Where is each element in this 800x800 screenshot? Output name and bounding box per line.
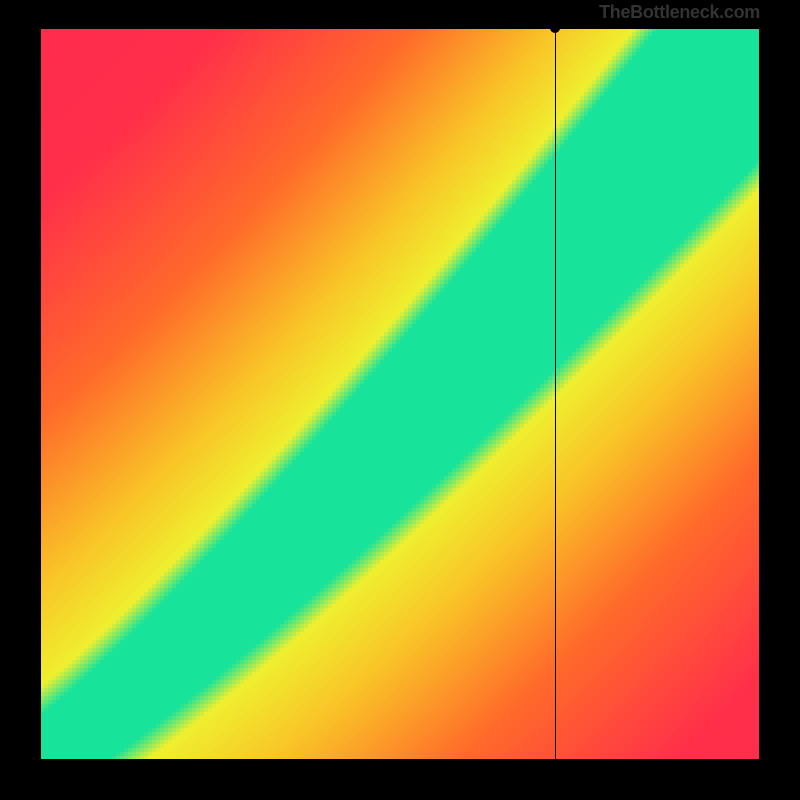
- watermark-text: TheBottleneck.com: [599, 2, 760, 23]
- heatmap-canvas: [40, 28, 760, 760]
- bottleneck-heatmap: [40, 28, 760, 760]
